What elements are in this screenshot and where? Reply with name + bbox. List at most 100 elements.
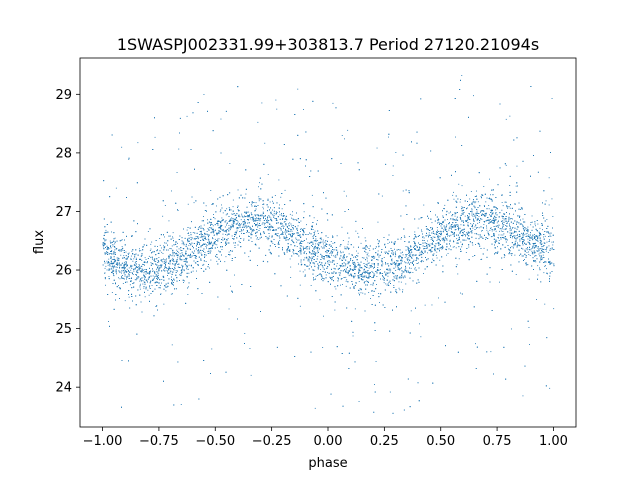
data-point <box>159 238 161 239</box>
data-point <box>501 220 503 222</box>
data-point <box>169 256 170 258</box>
data-point <box>214 243 216 245</box>
data-point <box>281 223 283 225</box>
data-point <box>377 221 379 223</box>
data-point <box>331 253 333 254</box>
data-point <box>173 279 175 281</box>
data-point <box>319 299 321 301</box>
data-point <box>515 231 517 233</box>
data-point <box>424 250 426 252</box>
data-point <box>121 239 123 241</box>
data-point <box>352 335 354 337</box>
data-point <box>312 246 313 247</box>
data-point <box>346 256 348 257</box>
data-point <box>369 272 371 273</box>
data-point <box>329 257 331 258</box>
data-point <box>512 218 513 220</box>
data-point <box>124 300 126 302</box>
data-point <box>284 189 286 191</box>
data-point <box>228 225 230 226</box>
data-point <box>491 222 493 223</box>
data-point <box>498 234 500 236</box>
data-point <box>438 242 440 244</box>
data-point <box>378 241 380 243</box>
data-point <box>387 268 389 270</box>
data-point <box>249 218 251 220</box>
data-point <box>517 233 519 235</box>
data-point <box>108 321 109 322</box>
data-point <box>296 228 297 230</box>
data-point <box>527 238 529 240</box>
data-point <box>295 237 297 239</box>
data-point <box>119 278 121 280</box>
data-point <box>299 305 301 307</box>
data-point <box>341 135 343 136</box>
data-point <box>299 243 300 245</box>
data-point <box>123 255 125 257</box>
data-point <box>228 207 230 208</box>
data-point <box>212 238 214 240</box>
data-point <box>389 241 390 243</box>
data-point <box>403 235 405 237</box>
data-point <box>474 202 476 204</box>
data-point <box>158 277 160 279</box>
data-point <box>462 212 464 214</box>
data-point <box>200 246 202 248</box>
data-point <box>400 268 401 270</box>
data-point <box>462 207 464 209</box>
data-point <box>507 239 508 241</box>
data-point <box>260 218 262 219</box>
data-point <box>426 228 427 230</box>
data-point <box>129 284 131 286</box>
data-point <box>200 227 202 229</box>
data-point <box>490 228 491 229</box>
data-point <box>414 268 416 270</box>
data-point <box>346 279 348 281</box>
data-point <box>302 246 304 248</box>
data-point <box>387 275 389 277</box>
data-point <box>114 259 115 261</box>
data-point <box>423 237 425 239</box>
data-point <box>345 280 347 282</box>
data-point <box>323 257 325 259</box>
data-point <box>119 262 120 264</box>
data-point <box>453 198 455 200</box>
data-point <box>304 257 306 259</box>
data-point <box>212 245 213 247</box>
data-point <box>157 262 159 263</box>
data-point <box>478 227 480 229</box>
data-point <box>139 285 141 286</box>
data-point <box>345 264 347 266</box>
data-point <box>117 264 119 266</box>
data-point <box>476 219 478 221</box>
data-point <box>529 237 531 239</box>
data-point <box>503 219 505 221</box>
data-point <box>108 261 109 262</box>
data-point <box>372 290 373 292</box>
data-point <box>368 276 369 278</box>
data-point <box>340 265 341 267</box>
data-point <box>542 254 544 256</box>
data-point <box>343 258 345 260</box>
data-point <box>475 244 476 245</box>
data-point <box>468 215 470 217</box>
data-point <box>404 269 406 270</box>
data-point <box>460 241 462 243</box>
data-point <box>499 281 500 283</box>
data-point <box>218 250 220 252</box>
data-point <box>284 215 285 217</box>
data-point <box>357 232 359 234</box>
data-point <box>243 233 245 234</box>
data-point <box>387 273 389 275</box>
data-point <box>245 193 247 195</box>
data-point <box>111 292 113 293</box>
data-point <box>436 240 438 241</box>
data-point <box>242 216 244 218</box>
data-point <box>398 268 400 269</box>
data-point <box>540 256 542 258</box>
data-point <box>436 231 437 233</box>
data-point <box>428 245 430 247</box>
data-point <box>334 256 336 258</box>
data-point <box>303 211 305 213</box>
data-point <box>493 218 495 220</box>
